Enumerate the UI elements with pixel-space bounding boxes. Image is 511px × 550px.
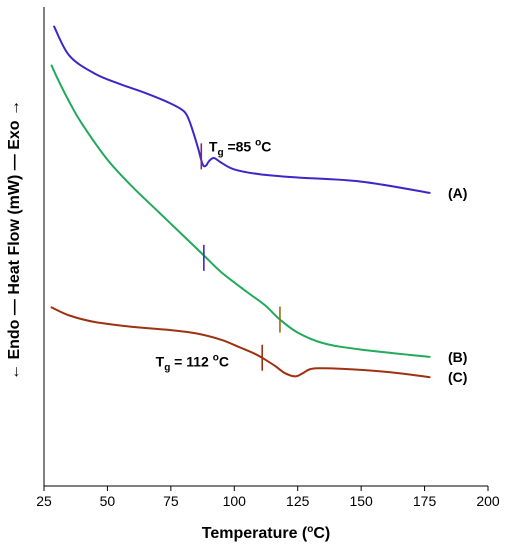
y-axis-title: ← Endo — Heat Flow (mW) — Exo → [6,100,23,380]
annotation-part: C [261,139,271,155]
series-line [50,64,431,358]
annotation-part: g [164,363,170,374]
x-tick-label: 100 [223,493,247,509]
x-tick-label: 50 [100,493,116,509]
annotation-part: g [217,148,223,159]
tg-markers [200,143,281,371]
series-label: (C) [448,369,467,385]
series-label: (B) [448,349,467,365]
annotation-part: o [255,138,261,149]
series-line [53,25,431,194]
x-tick-label: 150 [349,493,373,509]
annotation-part: T [209,139,218,155]
axes: 25 50 75 100 125 150 175 200 [36,7,500,509]
annotation-part: =85 [224,139,256,155]
tg-annotation: Tg = 112 oC [156,353,229,374]
annotation-part: o [213,353,219,364]
annotation-part: C [219,354,229,370]
x-tick-label: 25 [36,493,52,509]
annotation-part: T [156,354,165,370]
annotation-part: = 112 [170,354,212,370]
x-tick-label: 200 [476,493,500,509]
x-axis-title: Temperature (oC) [202,524,331,542]
series-line [50,306,431,379]
x-tick-label: 175 [413,493,437,509]
x-tick-label: 125 [286,493,310,509]
curves: (A) (B) (C) [50,25,467,385]
x-tick-label: 75 [163,493,179,509]
tg-annotation: Tg =85 oC [209,138,271,159]
series-label: (A) [448,185,467,201]
